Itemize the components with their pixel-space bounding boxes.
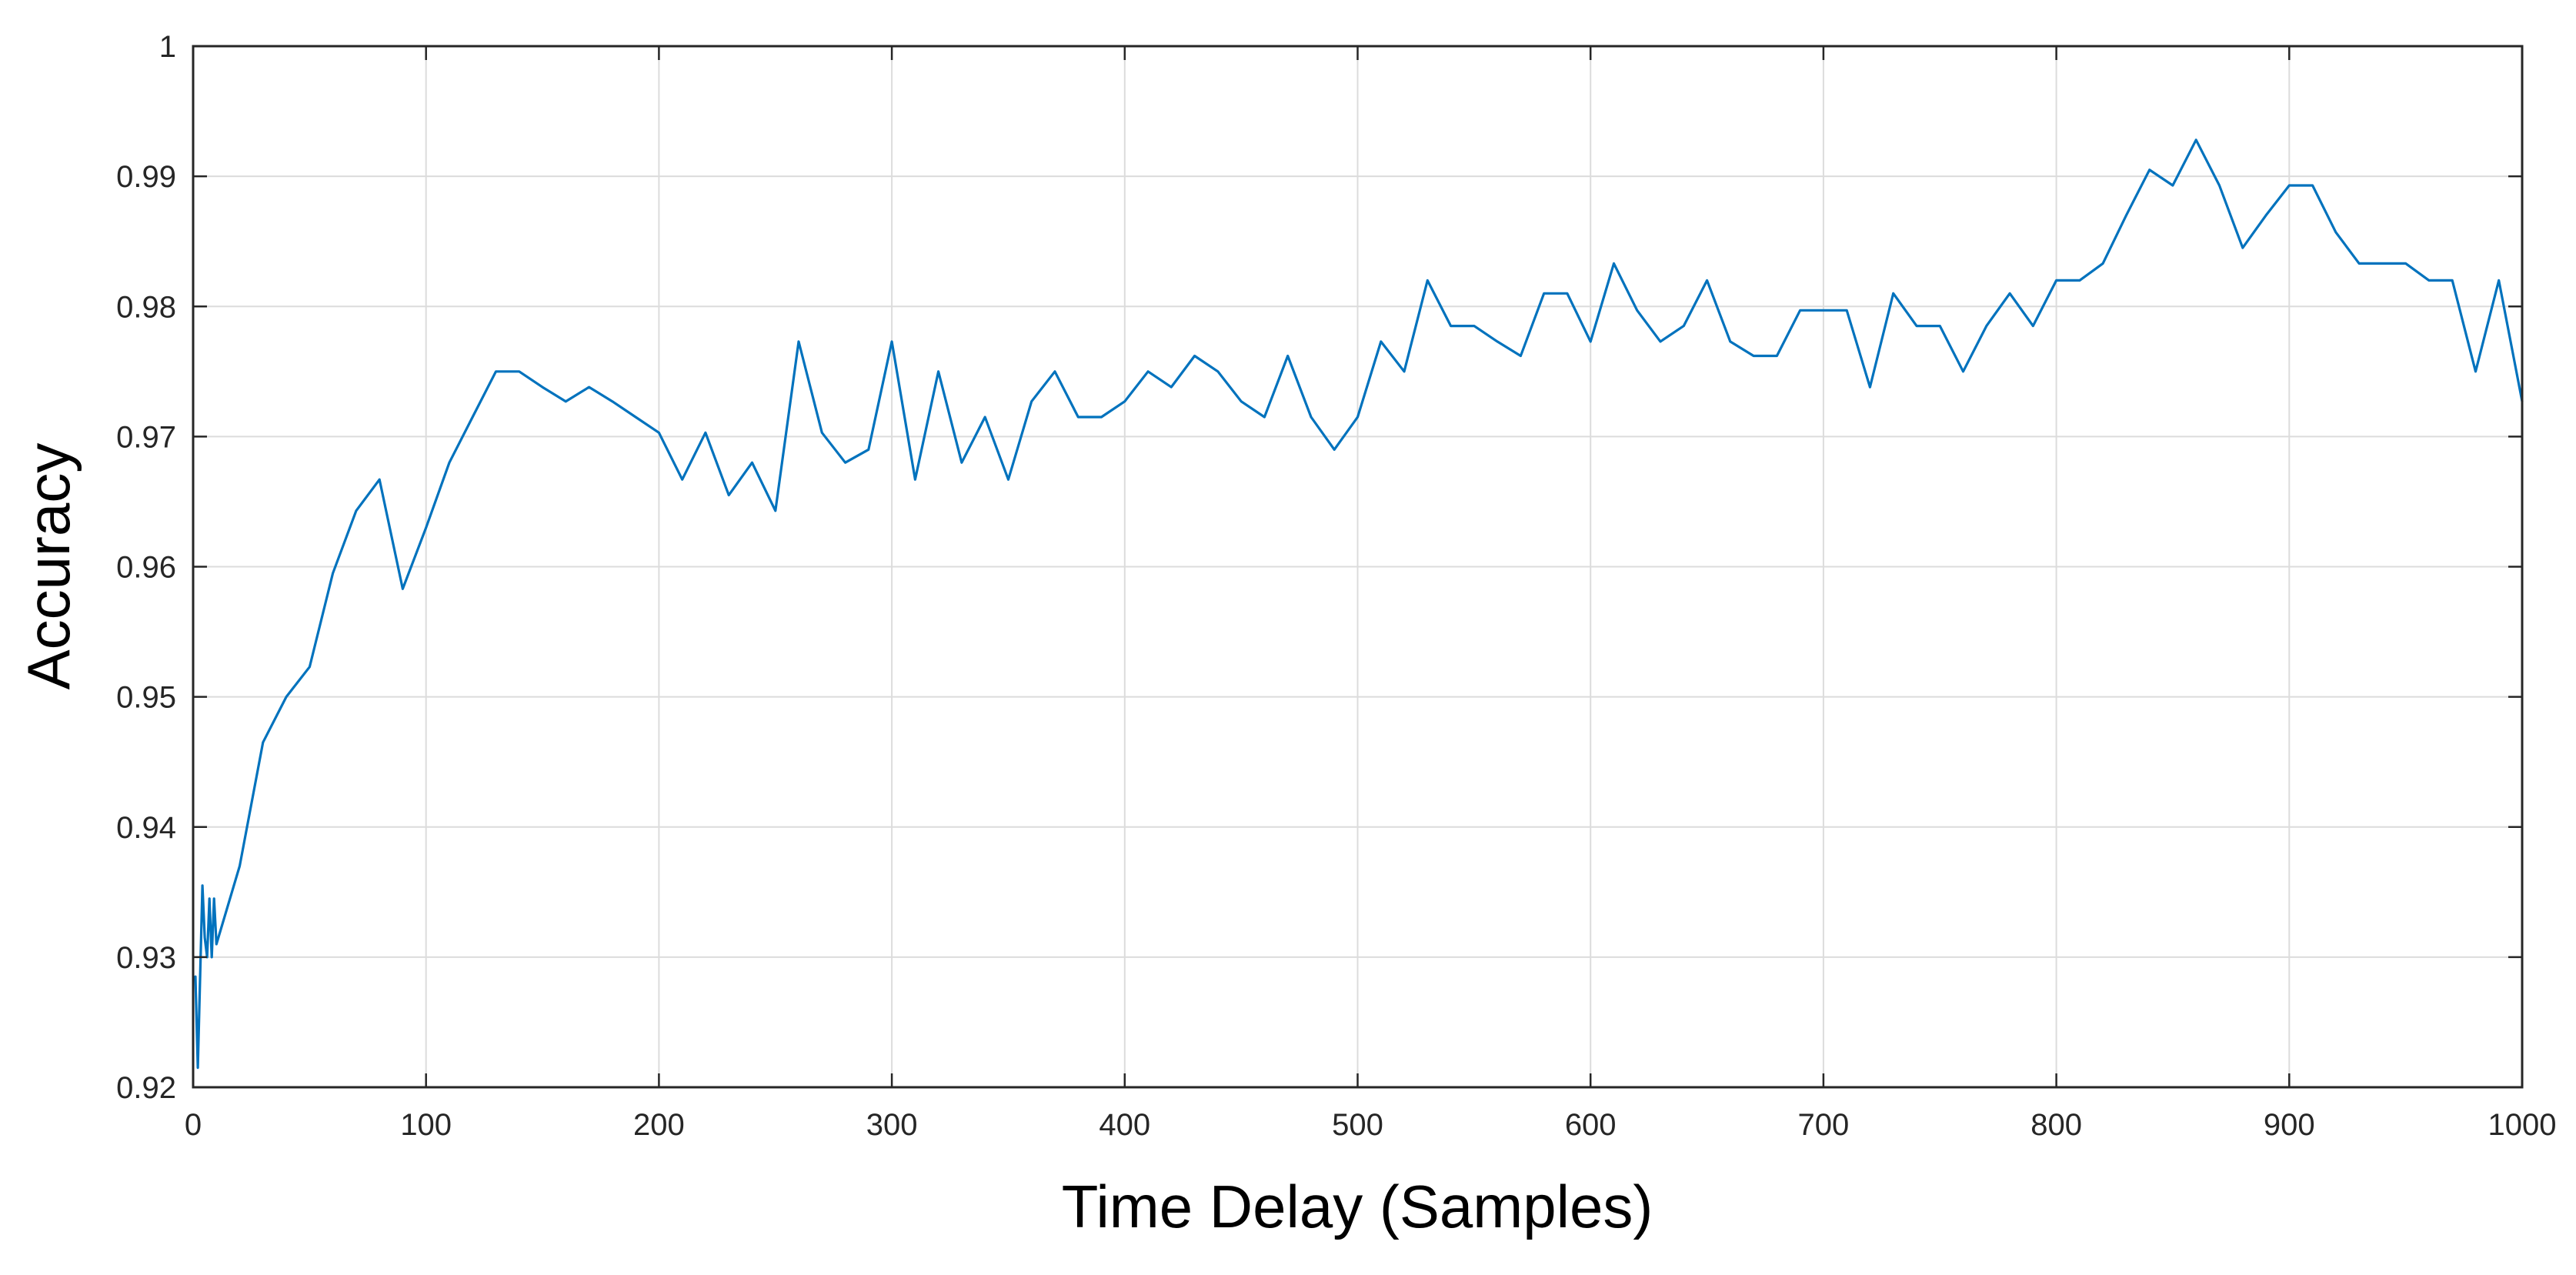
y-axis-title: Accuracy [15, 443, 82, 690]
x-tick-label: 800 [2030, 1108, 2082, 1142]
y-tick-labels: 0.92 0.93 0.94 0.95 0.96 0.97 0.98 0.99 1 [116, 30, 176, 1105]
tick-marks [192, 45, 2524, 1089]
x-tick-label: 1000 [2488, 1108, 2557, 1142]
y-tick-label: 0.99 [116, 160, 176, 194]
x-tick-label: 0 [185, 1108, 202, 1142]
y-tick-label: 0.94 [116, 811, 176, 845]
x-tick-label: 600 [1565, 1108, 1617, 1142]
x-tick-label: 200 [633, 1108, 685, 1142]
x-tick-label: 500 [1332, 1108, 1383, 1142]
x-tick-labels: 0 100 200 300 400 500 600 700 800 900 1000 [185, 1108, 2557, 1142]
x-tick-label: 400 [1099, 1108, 1150, 1142]
y-tick-label: 0.93 [116, 941, 176, 975]
x-tick-label: 700 [1798, 1108, 1850, 1142]
y-tick-label: 0.95 [116, 681, 176, 715]
x-tick-label: 100 [400, 1108, 452, 1142]
y-tick-label: 0.92 [116, 1071, 176, 1105]
y-tick-label: 0.97 [116, 420, 176, 454]
series-group [194, 139, 2524, 1070]
x-tick-label: 300 [866, 1108, 918, 1142]
accuracy-series-line [194, 139, 2524, 1070]
y-tick-label: 0.96 [116, 551, 176, 585]
y-tick-label: 0.98 [116, 290, 176, 324]
x-axis-title: Time Delay (Samples) [1062, 1173, 1653, 1240]
y-tick-label: 1 [159, 30, 176, 64]
x-tick-label: 900 [2264, 1108, 2315, 1142]
